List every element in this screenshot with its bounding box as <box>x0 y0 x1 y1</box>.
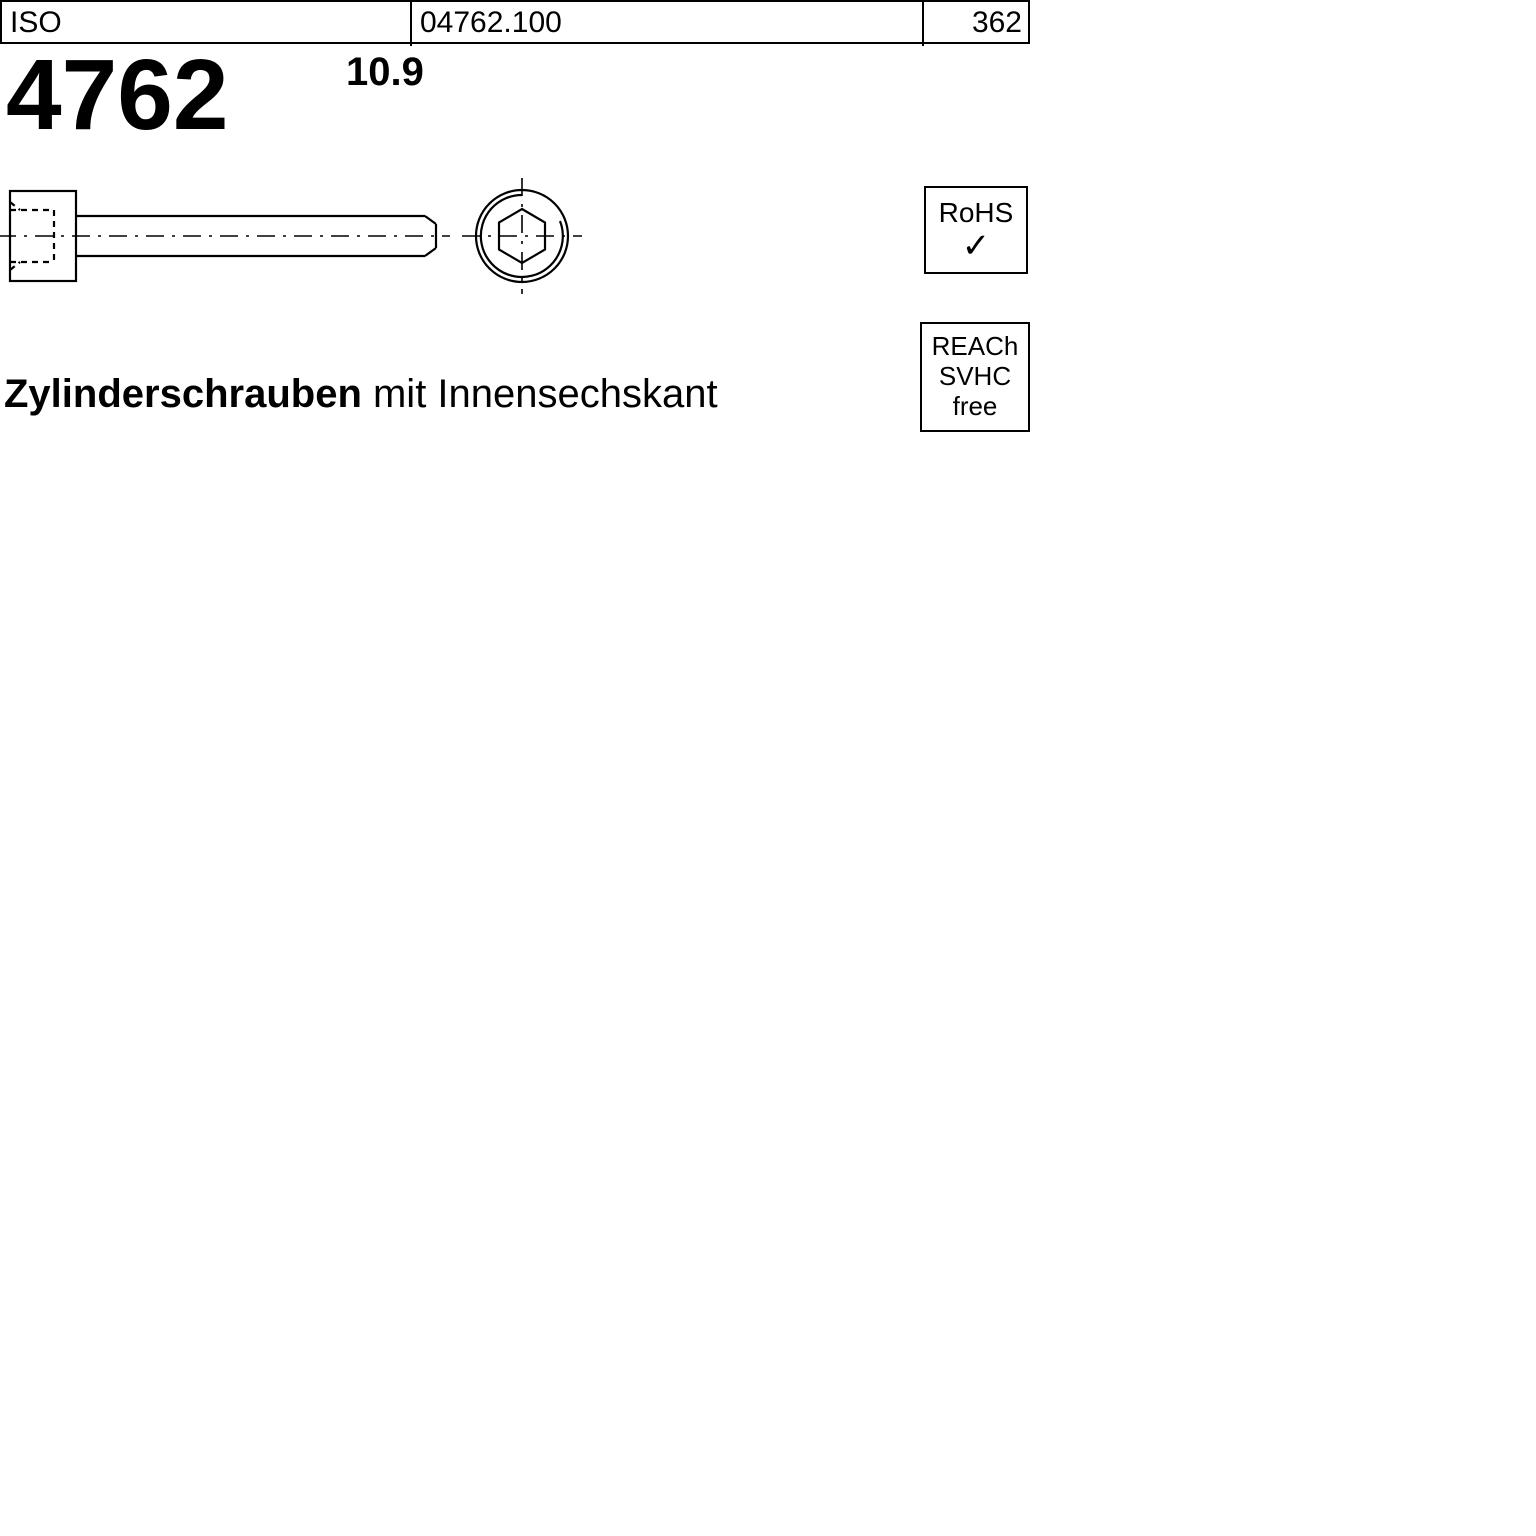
strength-class: 10.9 <box>346 50 424 95</box>
product-description: Zylinderschrauben mit Innensechskant <box>4 372 718 417</box>
reach-badge: REACh SVHC free <box>920 322 1030 432</box>
rohs-check-icon: ✓ <box>962 229 991 263</box>
header-page-number: 362 <box>922 2 1030 46</box>
rohs-label: RoHS <box>939 197 1014 229</box>
technical-drawing <box>0 176 620 326</box>
description-bold: Zylinderschrauben <box>4 372 362 416</box>
reach-line1: REACh <box>932 332 1019 362</box>
reach-line2: SVHC <box>939 362 1011 392</box>
header-code: 04762.100 <box>412 2 922 46</box>
datasheet-canvas: ISO 04762.100 362 4762 10.9 <box>0 0 1536 1536</box>
standard-number: 4762 <box>6 38 228 153</box>
description-rest: mit Innensechskant <box>362 372 718 416</box>
rohs-badge: RoHS ✓ <box>924 186 1028 274</box>
reach-line3: free <box>953 392 998 422</box>
